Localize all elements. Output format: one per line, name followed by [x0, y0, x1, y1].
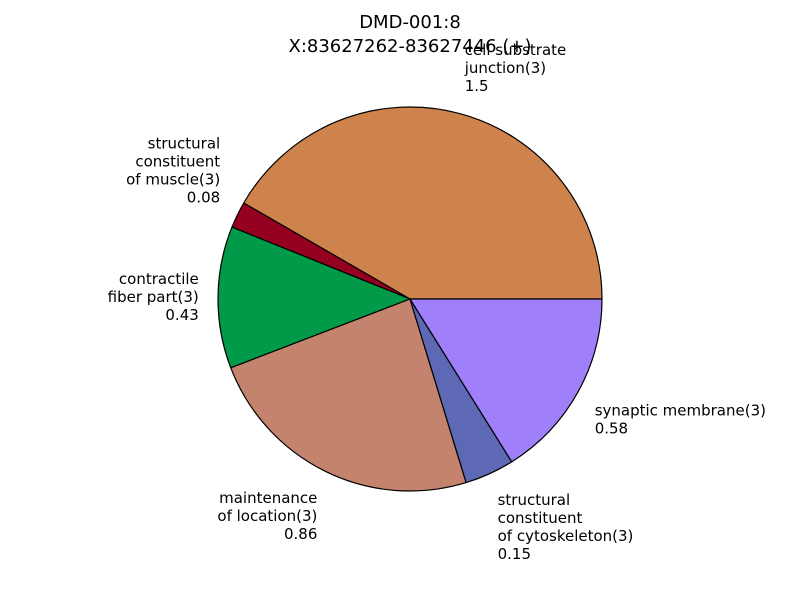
pie-category-label-4: structural: [498, 491, 571, 509]
pie-category-label-1: constituent: [135, 152, 220, 170]
chart-title-line-2: X:83627262-83627446 (+): [289, 36, 532, 57]
pie-value-label-2: 0.43: [165, 306, 198, 324]
pie-category-label-0: junction(3): [464, 59, 546, 77]
pie-slice-2: [217, 226, 411, 369]
pie-category-label-2: contractile: [119, 270, 199, 288]
pie-label-3: maintenance of location(3) 0.86: [217, 489, 317, 543]
chart-title: DMD-001:8 X:83627262-83627446 (+): [289, 12, 532, 57]
pie-label-1: structural constituent of muscle(3) 0.08: [126, 134, 220, 206]
pie-value-label-5: 0.58: [595, 419, 628, 437]
chart-title-line-1: DMD-001:8: [359, 12, 461, 33]
pie-slice-3: [230, 298, 467, 492]
pie-category-label-4: of cytoskeleton(3): [498, 527, 634, 545]
pie-label-2: contractile fiber part(3) 0.43: [108, 270, 199, 324]
pie-label-0: cell substrate junction(3) 1.5: [464, 41, 567, 95]
pie-category-label-1: of muscle(3): [126, 170, 220, 188]
pie-value-label-0: 1.5: [465, 77, 489, 95]
pie-category-label-2: fiber part(3): [108, 288, 199, 306]
pie-category-label-0: cell substrate: [465, 41, 567, 59]
pie-slice-0: [243, 106, 603, 300]
pie-value-label-4: 0.15: [498, 545, 531, 563]
pie-slice-5: [409, 298, 603, 463]
pie-slices: [217, 106, 603, 492]
pie-label-5: synaptic membrane(3) 0.58: [595, 401, 766, 437]
pie-category-label-5: synaptic membrane(3): [595, 401, 766, 419]
pie-value-label-1: 0.08: [187, 188, 220, 206]
pie-value-label-3: 0.86: [284, 525, 317, 543]
pie-category-label-4: constituent: [498, 509, 583, 527]
pie-category-label-1: structural: [148, 134, 221, 152]
pie-label-4: structural constituent of cytoskeleton(3) 0…: [498, 491, 634, 563]
pie-category-label-3: of location(3): [217, 507, 317, 525]
pie-category-label-3: maintenance: [219, 489, 317, 507]
